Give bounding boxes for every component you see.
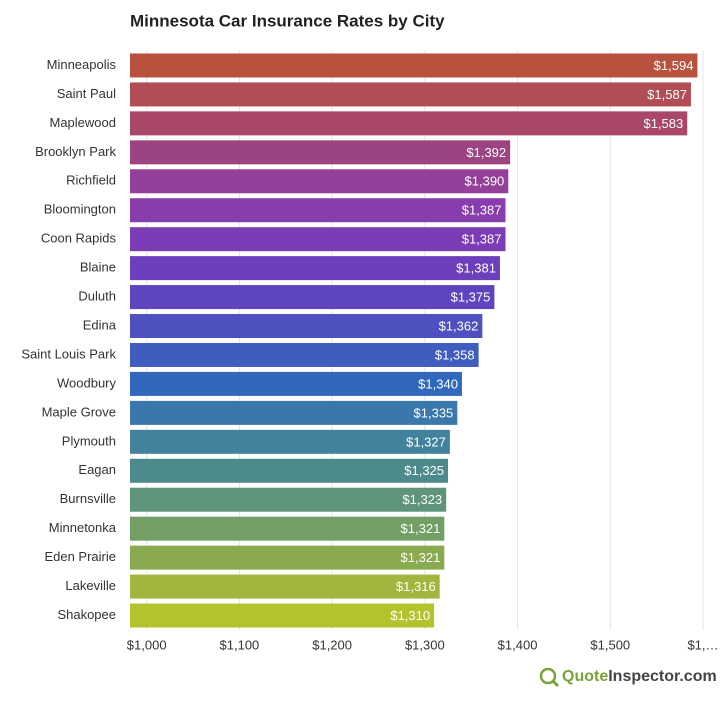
bar bbox=[130, 111, 688, 136]
y-tick-label: Saint Paul bbox=[57, 86, 116, 101]
y-tick-label: Brooklyn Park bbox=[35, 144, 116, 159]
bar bbox=[130, 227, 506, 252]
value-label: $1,358 bbox=[435, 347, 475, 362]
bar bbox=[130, 53, 698, 78]
y-tick-label: Eden Prairie bbox=[44, 549, 116, 564]
y-tick-label: Bloomington bbox=[44, 202, 116, 217]
value-label: $1,390 bbox=[465, 174, 505, 189]
y-tick-label: Maple Grove bbox=[42, 404, 116, 419]
bar bbox=[130, 371, 462, 396]
y-tick-label: Minneapolis bbox=[47, 57, 117, 72]
bar bbox=[130, 198, 506, 223]
y-tick-label: Plymouth bbox=[62, 433, 116, 448]
chart-title: Minnesota Car Insurance Rates by City bbox=[130, 11, 445, 30]
bar bbox=[130, 545, 445, 570]
y-tick-label: Richfield bbox=[66, 173, 116, 188]
logo-part: Inspector.com bbox=[608, 668, 716, 685]
value-label: $1,587 bbox=[647, 87, 687, 102]
value-label: $1,381 bbox=[456, 261, 496, 276]
y-tick-label: Maplewood bbox=[50, 115, 117, 130]
value-label: $1,362 bbox=[439, 318, 479, 333]
y-tick-label: Shakopee bbox=[57, 607, 116, 622]
value-label: $1,321 bbox=[401, 521, 441, 536]
bar bbox=[130, 140, 511, 165]
value-label: $1,310 bbox=[390, 608, 430, 623]
logo-part: Quote bbox=[562, 668, 608, 685]
value-label: $1,325 bbox=[404, 463, 444, 478]
y-tick-label: Edina bbox=[83, 317, 117, 332]
bar bbox=[130, 342, 479, 367]
y-tick-label: Woodbury bbox=[57, 375, 117, 390]
y-tick-label: Blaine bbox=[80, 260, 116, 275]
bar bbox=[130, 574, 440, 599]
logo-icon bbox=[539, 667, 557, 685]
bar bbox=[130, 400, 458, 425]
x-tick-label: $1,000 bbox=[127, 637, 167, 652]
bar bbox=[130, 169, 509, 194]
bar bbox=[130, 487, 447, 512]
y-tick-label: Lakeville bbox=[65, 578, 116, 593]
bar bbox=[130, 285, 495, 310]
y-tick-label: Duluth bbox=[78, 289, 116, 304]
y-tick-label: Coon Rapids bbox=[41, 231, 117, 246]
value-label: $1,327 bbox=[406, 434, 446, 449]
value-label: $1,594 bbox=[654, 58, 694, 73]
value-label: $1,387 bbox=[462, 232, 502, 247]
y-tick-label: Saint Louis Park bbox=[21, 346, 116, 361]
value-label: $1,335 bbox=[414, 405, 454, 420]
bar bbox=[130, 603, 435, 628]
bar bbox=[130, 82, 691, 107]
y-tick-label: Eagan bbox=[78, 462, 116, 477]
y-tick-label: Burnsville bbox=[60, 491, 116, 506]
x-tick-label: $1,300 bbox=[405, 637, 445, 652]
x-tick-label: $1,… bbox=[687, 637, 718, 652]
value-label: $1,387 bbox=[462, 203, 502, 218]
bar bbox=[130, 256, 500, 281]
bar bbox=[130, 314, 483, 339]
value-label: $1,321 bbox=[401, 550, 441, 565]
bar bbox=[130, 429, 450, 454]
logo-text: QuoteInspector.com bbox=[562, 668, 717, 685]
value-label: $1,375 bbox=[451, 290, 491, 305]
value-label: $1,340 bbox=[418, 376, 458, 391]
x-tick-label: $1,100 bbox=[220, 637, 260, 652]
logo: QuoteInspector.com bbox=[539, 667, 717, 688]
x-tick-label: $1,500 bbox=[590, 637, 630, 652]
x-tick-label: $1,400 bbox=[498, 637, 538, 652]
bar bbox=[130, 458, 449, 483]
x-tick-label: $1,200 bbox=[312, 637, 352, 652]
value-label: $1,316 bbox=[396, 579, 436, 594]
logo-icon-handle bbox=[551, 679, 560, 688]
y-tick-label: Minnetonka bbox=[49, 520, 117, 535]
value-label: $1,583 bbox=[643, 116, 683, 131]
value-label: $1,323 bbox=[402, 492, 442, 507]
value-label: $1,392 bbox=[466, 145, 506, 160]
bar bbox=[130, 516, 445, 541]
